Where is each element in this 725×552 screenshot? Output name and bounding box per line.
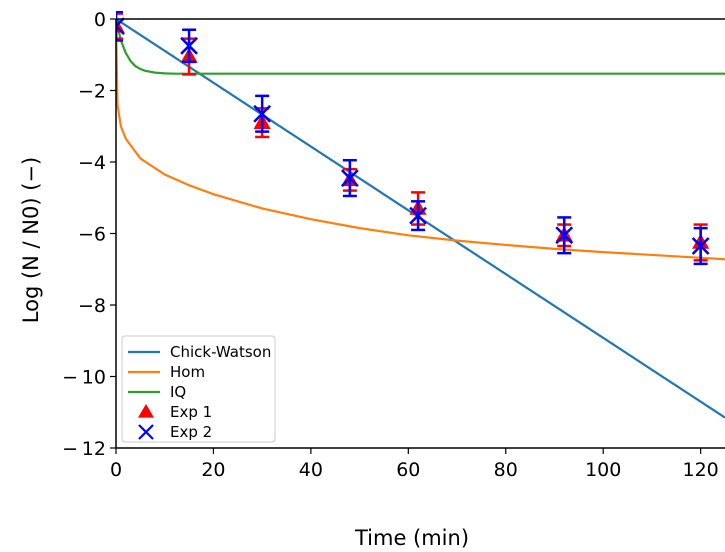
x-tick-label: 40 bbox=[299, 459, 323, 481]
legend-swatch bbox=[138, 424, 154, 440]
axes-layer: 0 20 40 60 80 100 120 0 −2 −4 −6 −8 − 10 − 12 bbox=[62, 9, 725, 481]
data-point bbox=[116, 24, 125, 36]
data-point bbox=[253, 104, 272, 123]
data-point bbox=[116, 17, 125, 28]
legend-entry: Chick-Watson bbox=[128, 343, 271, 361]
x-tick-label: 0 bbox=[110, 459, 122, 481]
y-tick-label: −8 bbox=[78, 295, 106, 317]
y-tick-label: − 12 bbox=[62, 438, 106, 460]
legend-label: Exp 1 bbox=[170, 403, 212, 421]
x-axis-title: Time (min) bbox=[354, 526, 469, 550]
x-tick-label: 80 bbox=[494, 459, 518, 481]
x-tick-label: 120 bbox=[683, 459, 719, 481]
y-tick-label: − 10 bbox=[62, 367, 106, 389]
series-line bbox=[116, 18, 725, 261]
data-point bbox=[691, 237, 710, 255]
data-point bbox=[180, 36, 198, 55]
legend-label: IQ bbox=[170, 383, 186, 401]
data-point bbox=[340, 169, 359, 187]
y-tick-label: −2 bbox=[78, 81, 106, 103]
legend-entry: Exp 2 bbox=[138, 423, 212, 441]
legend-entry: IQ bbox=[128, 383, 186, 401]
legend-label: Hom bbox=[170, 363, 205, 381]
x-tick-label: 20 bbox=[201, 459, 225, 481]
x-tick-label: 100 bbox=[585, 459, 621, 481]
legend-label: Exp 2 bbox=[170, 423, 212, 441]
data-point bbox=[555, 226, 574, 245]
series-hom bbox=[116, 18, 725, 261]
legend: Chick-Watson Hom IQ Exp 1 Exp 2 bbox=[121, 335, 276, 443]
y-tick-label: 0 bbox=[94, 9, 106, 31]
y-tick-label: −4 bbox=[78, 152, 106, 174]
series-layer bbox=[116, 11, 725, 419]
legend-box bbox=[121, 335, 276, 443]
series-exp-1 bbox=[116, 12, 710, 262]
y-tick-label: −6 bbox=[78, 224, 106, 246]
legend-entry: Hom bbox=[128, 363, 205, 381]
series-line bbox=[116, 18, 725, 75]
series-iq bbox=[116, 18, 725, 75]
series-exp-2 bbox=[116, 11, 710, 266]
data-point bbox=[409, 206, 427, 225]
x-tick-label: 60 bbox=[396, 459, 420, 481]
legend-label: Chick-Watson bbox=[170, 343, 271, 361]
y-axis-title: Log (N / N0) (−) bbox=[19, 157, 43, 323]
legend-entry: Exp 1 bbox=[138, 403, 212, 421]
legend-swatch bbox=[138, 404, 154, 418]
